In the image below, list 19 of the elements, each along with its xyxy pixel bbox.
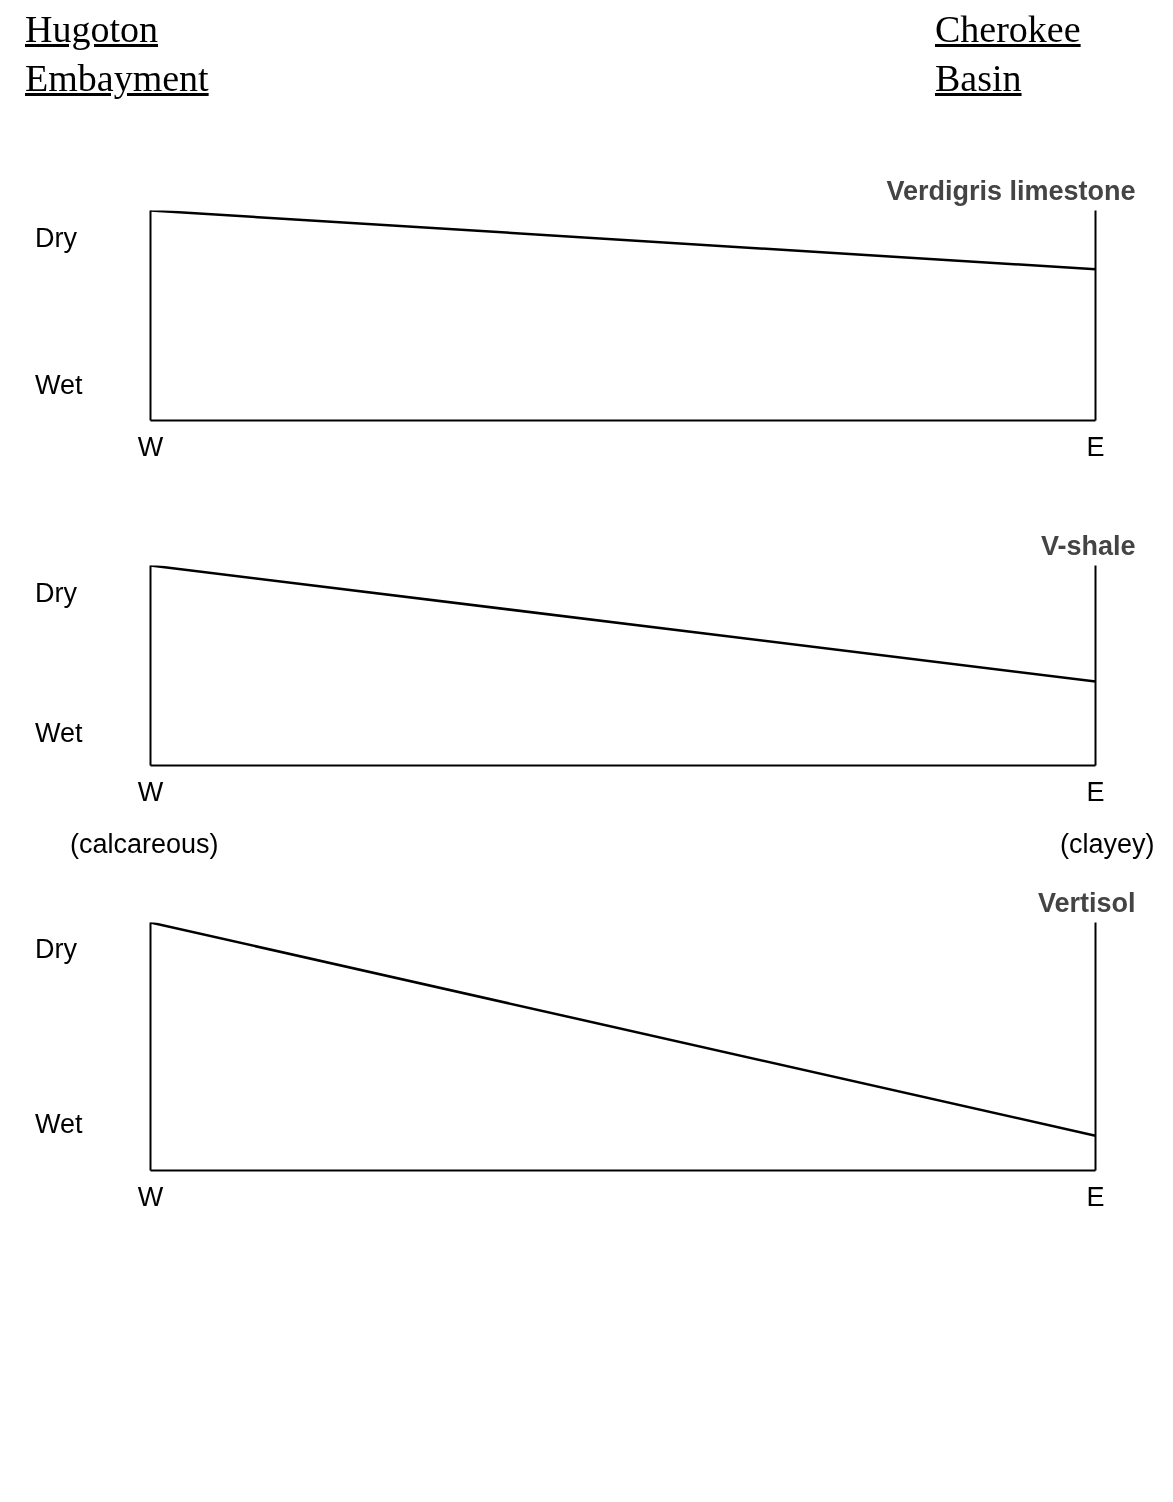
text: Cherokee Basin <box>935 7 1082 102</box>
x-tick-label: W <box>137 776 164 807</box>
annotation: Wet <box>35 369 83 402</box>
text: Hugoton Embayment <box>25 7 210 102</box>
text: (clayey) <box>1060 828 1156 861</box>
x-tick-label: E <box>1086 1181 1105 1212</box>
annotation: Wet <box>35 1108 83 1141</box>
x-tick-label: W <box>137 431 164 462</box>
chart-title: Vertisol <box>1037 887 1136 918</box>
annotation: Dry <box>35 222 77 255</box>
annotation: Dry <box>35 933 77 966</box>
text: (calcareous) <box>70 828 220 861</box>
annotation: Dry <box>35 577 77 610</box>
x-tick-label: W <box>137 1181 164 1212</box>
chart-title: Verdigris limestone <box>886 175 1136 206</box>
x-tick-label: E <box>1086 776 1105 807</box>
annotation: Wet <box>35 717 83 750</box>
x-tick-label: E <box>1086 431 1105 462</box>
chart-title: V-shale <box>1040 530 1136 561</box>
